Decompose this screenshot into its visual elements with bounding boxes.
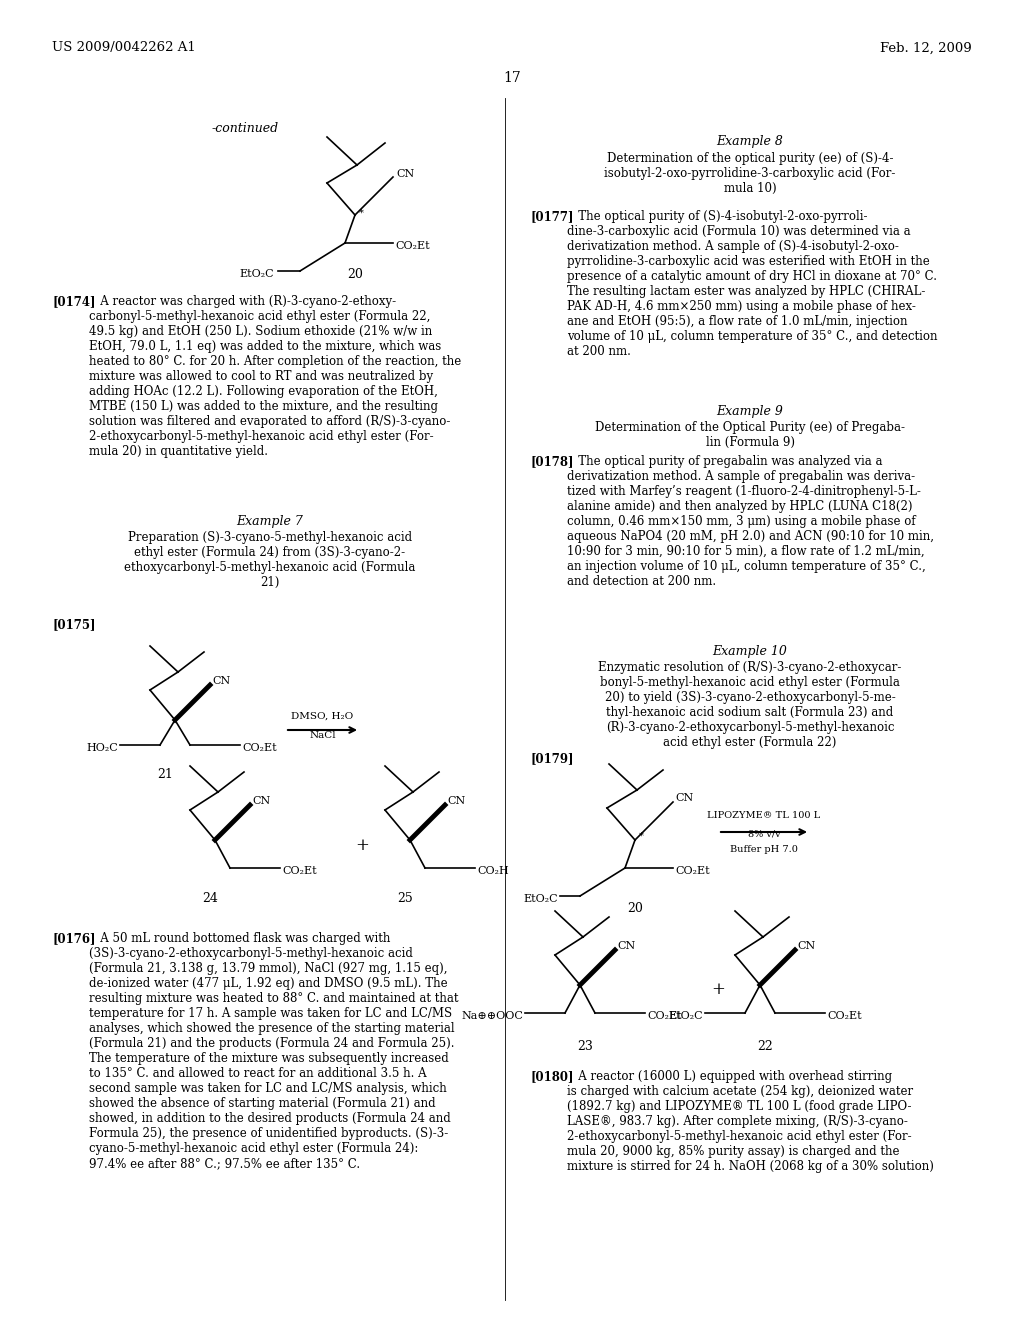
Text: Example 7: Example 7 — [237, 515, 303, 528]
Text: [0175]: [0175] — [52, 618, 95, 631]
Text: Feb. 12, 2009: Feb. 12, 2009 — [881, 41, 972, 54]
Text: 20: 20 — [627, 902, 643, 915]
Text: CN: CN — [396, 169, 415, 180]
Text: Preparation (S)-3-cyano-5-methyl-hexanoic acid
ethyl ester (Formula 24) from (3S: Preparation (S)-3-cyano-5-methyl-hexanoi… — [124, 531, 416, 589]
Text: HO₂C: HO₂C — [86, 743, 118, 752]
Text: CN: CN — [212, 676, 230, 686]
Text: A reactor was charged with (R)-3-cyano-2-ethoxy-
carbonyl-5-methyl-hexanoic acid: A reactor was charged with (R)-3-cyano-2… — [89, 294, 461, 458]
Text: CN: CN — [252, 796, 270, 807]
Text: Example 10: Example 10 — [713, 645, 787, 657]
Text: 22: 22 — [757, 1040, 773, 1053]
Text: [0177]: [0177] — [530, 210, 573, 223]
Text: Example 8: Example 8 — [717, 135, 783, 148]
Text: EtO₂C: EtO₂C — [669, 1011, 703, 1020]
Text: LIPOZYME® TL 100 L: LIPOZYME® TL 100 L — [708, 812, 820, 821]
Text: [0174]: [0174] — [52, 294, 95, 308]
Text: Buffer pH 7.0: Buffer pH 7.0 — [730, 846, 798, 854]
Text: EtO₂C: EtO₂C — [523, 894, 558, 904]
Text: [0178]: [0178] — [530, 455, 573, 469]
Text: [0179]: [0179] — [530, 752, 573, 766]
Text: [0180]: [0180] — [530, 1071, 573, 1082]
Text: Enzymatic resolution of (R/S)-3-cyano-2-ethoxycar-
bonyl-5-methyl-hexanoic acid : Enzymatic resolution of (R/S)-3-cyano-2-… — [598, 661, 902, 748]
Text: 8% v/v: 8% v/v — [748, 829, 780, 838]
Text: Na⊕⊕OOC: Na⊕⊕OOC — [461, 1011, 523, 1020]
Text: 25: 25 — [397, 891, 413, 904]
Text: Example 9: Example 9 — [717, 405, 783, 418]
Text: 23: 23 — [578, 1040, 593, 1053]
Text: A 50 mL round bottomed flask was charged with
(3S)-3-cyano-2-ethoxycarbonyl-5-me: A 50 mL round bottomed flask was charged… — [89, 932, 459, 1170]
Text: *: * — [359, 209, 364, 218]
Text: 24: 24 — [202, 891, 218, 904]
Text: CO₂Et: CO₂Et — [282, 866, 316, 876]
Text: DMSO, H₂O: DMSO, H₂O — [292, 711, 353, 721]
Text: [0176]: [0176] — [52, 932, 95, 945]
Text: +: + — [355, 837, 369, 854]
Text: 17: 17 — [503, 71, 521, 84]
Text: 20: 20 — [347, 268, 362, 281]
Text: Determination of the optical purity (ee) of (S)-4-
isobutyl-2-oxo-pyrrolidine-3-: Determination of the optical purity (ee)… — [604, 152, 896, 195]
Text: +: + — [711, 982, 725, 998]
Text: CO₂H: CO₂H — [477, 866, 509, 876]
Text: NaCl: NaCl — [309, 730, 336, 739]
Text: US 2009/0042262 A1: US 2009/0042262 A1 — [52, 41, 196, 54]
Text: -continued: -continued — [211, 121, 279, 135]
Text: *: * — [639, 832, 644, 841]
Text: Determination of the Optical Purity (ee) of Pregaba-
lin (Formula 9): Determination of the Optical Purity (ee)… — [595, 421, 905, 449]
Text: EtO₂C: EtO₂C — [240, 269, 274, 279]
Text: CO₂Et: CO₂Et — [242, 743, 276, 752]
Text: The optical purity of pregabalin was analyzed via a
derivatization method. A sam: The optical purity of pregabalin was ana… — [567, 455, 934, 587]
Text: CN: CN — [797, 941, 815, 950]
Text: CO₂Et: CO₂Et — [827, 1011, 861, 1020]
Text: CO₂Et: CO₂Et — [395, 242, 430, 251]
Text: A reactor (16000 L) equipped with overhead stirring
is charged with calcium acet: A reactor (16000 L) equipped with overhe… — [567, 1071, 934, 1173]
Text: CO₂Et: CO₂Et — [647, 1011, 682, 1020]
Text: CN: CN — [617, 941, 635, 950]
Text: 21: 21 — [157, 768, 173, 781]
Text: CN: CN — [447, 796, 465, 807]
Text: The optical purity of (S)-4-isobutyl-2-oxo-pyrroli-
dine-3-carboxylic acid (Form: The optical purity of (S)-4-isobutyl-2-o… — [567, 210, 938, 358]
Text: CN: CN — [675, 793, 693, 803]
Text: CO₂Et: CO₂Et — [675, 866, 710, 876]
